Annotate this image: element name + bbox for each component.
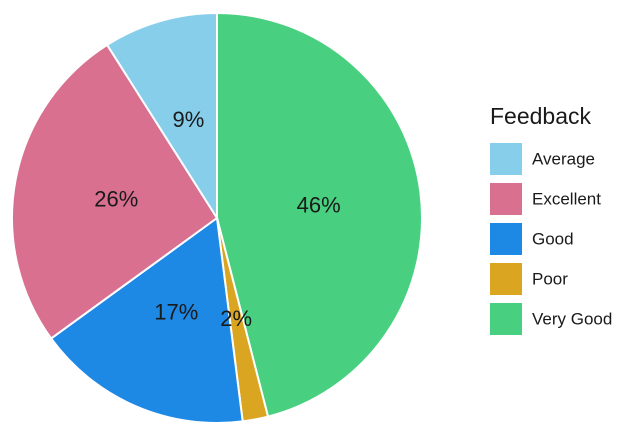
slice-label-poor: 2% [220, 306, 252, 331]
slice-label-very-good: 46% [297, 193, 341, 218]
pie-slice-average [105, 11, 218, 222]
slice-label-good: 17% [154, 300, 198, 325]
legend-swatch-excellent [490, 183, 522, 215]
slice-label-excellent: 26% [94, 186, 138, 211]
legend-swatch-good [490, 223, 522, 255]
legend-label-good: Good [532, 230, 574, 249]
pie-slice-very-good [216, 11, 423, 418]
legend-label-average: Average [532, 150, 595, 169]
pie-slice-labels: 46% 2% 17% 26% 9% [94, 107, 340, 331]
legend-swatch-very-good [490, 303, 522, 335]
legend-swatch-poor [490, 263, 522, 295]
legend: Feedback Average Excellent Good Poor Very Go… [490, 103, 612, 335]
pie-slice-excellent [11, 43, 219, 340]
legend-label-very-good: Very Good [532, 310, 612, 329]
legend-title: Feedback [490, 103, 592, 129]
pie-slices [11, 11, 423, 423]
legend-label-excellent: Excellent [532, 190, 601, 209]
slice-label-average: 9% [173, 107, 205, 132]
legend-label-poor: Poor [532, 270, 568, 289]
legend-swatch-average [490, 143, 522, 175]
